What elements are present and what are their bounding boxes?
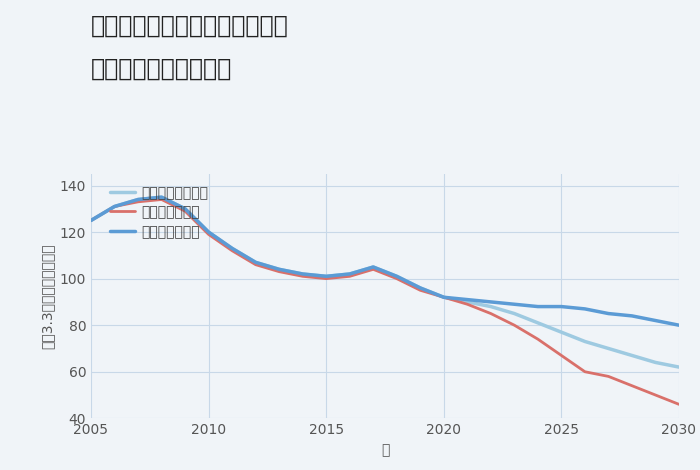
バッドシナリオ [628,383,636,389]
ノーマルシナリオ [346,271,354,277]
ノーマルシナリオ [134,196,142,202]
グッドシナリオ [581,306,589,312]
ノーマルシナリオ [628,352,636,358]
ノーマルシナリオ [204,229,213,235]
バッドシナリオ [463,301,472,307]
ノーマルシナリオ [87,218,95,223]
グッドシナリオ [510,301,519,307]
グッドシナリオ [463,297,472,302]
バッドシナリオ [87,218,95,223]
バッドシナリオ [604,374,612,379]
ノーマルシナリオ [557,329,566,335]
バッドシナリオ [510,322,519,328]
バッドシナリオ [204,232,213,237]
Y-axis label: 平（3.3㎡）単価（万円）: 平（3.3㎡）単価（万円） [40,243,54,349]
バッドシナリオ [134,199,142,204]
グッドシナリオ [369,264,377,270]
グッドシナリオ [440,294,448,300]
ノーマルシナリオ [581,339,589,345]
グッドシナリオ [87,218,95,223]
バッドシナリオ [369,266,377,272]
ノーマルシナリオ [604,345,612,351]
バッドシナリオ [651,392,659,398]
Line: バッドシナリオ: バッドシナリオ [91,199,679,404]
ノーマルシナリオ [416,285,424,291]
ノーマルシナリオ [251,259,260,265]
グッドシナリオ [604,311,612,316]
ノーマルシナリオ [275,266,284,272]
Legend: ノーマルシナリオ, バッドシナリオ, グッドシナリオ: ノーマルシナリオ, バッドシナリオ, グッドシナリオ [110,186,209,239]
ノーマルシナリオ [463,299,472,305]
グッドシナリオ [416,285,424,291]
バッドシナリオ [346,274,354,279]
ノーマルシナリオ [510,311,519,316]
ノーマルシナリオ [486,304,495,309]
グッドシナリオ [628,313,636,319]
バッドシナリオ [533,337,542,342]
ノーマルシナリオ [369,264,377,270]
ノーマルシナリオ [533,320,542,326]
グッドシナリオ [675,322,683,328]
バッドシナリオ [581,369,589,375]
ノーマルシナリオ [111,204,119,209]
ノーマルシナリオ [440,294,448,300]
バッドシナリオ [416,288,424,293]
グッドシナリオ [651,318,659,323]
ノーマルシナリオ [651,360,659,365]
バッドシナリオ [298,274,307,279]
グッドシナリオ [486,299,495,305]
バッドシナリオ [393,276,401,282]
グッドシナリオ [158,195,166,200]
グッドシナリオ [557,304,566,309]
グッドシナリオ [134,196,142,202]
グッドシナリオ [533,304,542,309]
ノーマルシナリオ [322,274,330,279]
Line: グッドシナリオ: グッドシナリオ [91,197,679,325]
バッドシナリオ [275,269,284,274]
ノーマルシナリオ [393,274,401,279]
Line: ノーマルシナリオ: ノーマルシナリオ [91,197,679,367]
バッドシナリオ [111,204,119,209]
バッドシナリオ [322,276,330,282]
バッドシナリオ [181,208,189,214]
グッドシナリオ [393,274,401,279]
ノーマルシナリオ [158,195,166,200]
Text: 中古戸建ての価格推移: 中古戸建ての価格推移 [91,56,232,80]
グッドシナリオ [298,271,307,277]
バッドシナリオ [675,401,683,407]
グッドシナリオ [228,245,237,251]
ノーマルシナリオ [298,271,307,277]
グッドシナリオ [181,206,189,212]
グッドシナリオ [275,266,284,272]
Text: 大阪府大阪市住吉区帝塚山東の: 大阪府大阪市住吉区帝塚山東の [91,14,288,38]
グッドシナリオ [111,204,119,209]
ノーマルシナリオ [228,245,237,251]
ノーマルシナリオ [181,206,189,212]
X-axis label: 年: 年 [381,443,389,457]
グッドシナリオ [322,274,330,279]
グッドシナリオ [204,229,213,235]
ノーマルシナリオ [675,364,683,370]
バッドシナリオ [486,311,495,316]
バッドシナリオ [251,262,260,267]
バッドシナリオ [440,294,448,300]
グッドシナリオ [251,259,260,265]
バッドシナリオ [228,248,237,253]
グッドシナリオ [346,271,354,277]
バッドシナリオ [557,352,566,358]
バッドシナリオ [158,196,166,202]
